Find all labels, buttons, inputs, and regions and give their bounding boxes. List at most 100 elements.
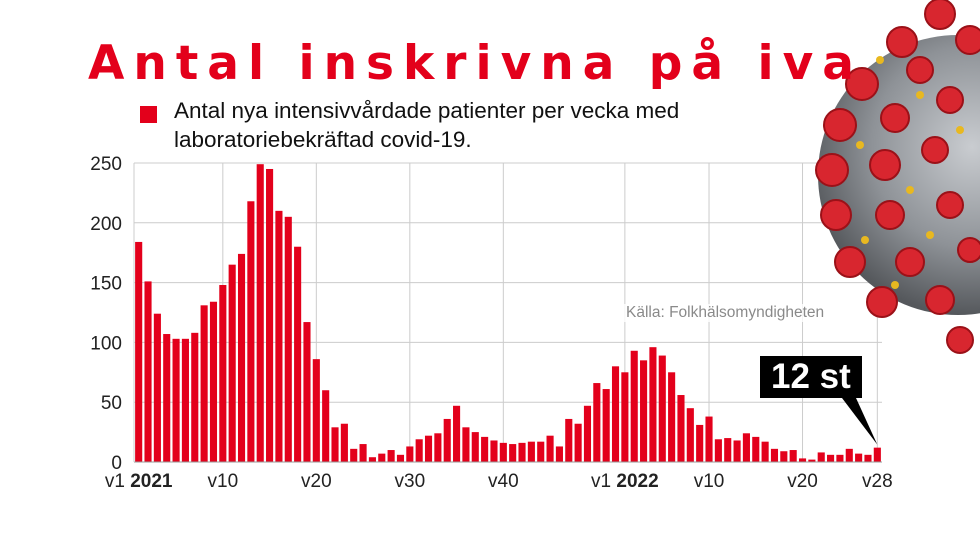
- bar: [583, 405, 592, 462]
- bar: [836, 454, 844, 462]
- bar: [462, 427, 470, 462]
- bar: [630, 350, 638, 462]
- bar: [537, 441, 545, 462]
- bar: [752, 436, 760, 462]
- legend-label: Antal nya intensivvårdade patienter per …: [174, 98, 680, 152]
- legend-swatch: [140, 106, 157, 123]
- bar: [742, 433, 750, 462]
- bar: [808, 459, 816, 462]
- bar: [640, 360, 648, 462]
- y-tick-label: 250: [90, 154, 122, 175]
- bar: [340, 423, 348, 462]
- x-tick-label: v28: [862, 471, 893, 492]
- bar: [181, 338, 189, 462]
- bar: [359, 444, 367, 462]
- bar: [312, 359, 320, 462]
- bar: [518, 442, 526, 462]
- callout-pointer: [842, 398, 878, 445]
- bar: [593, 383, 601, 462]
- bar: [331, 427, 339, 462]
- bar: [499, 442, 507, 462]
- bar: [817, 452, 825, 462]
- x-tick-label: v10: [208, 471, 239, 492]
- bar: [144, 281, 152, 462]
- y-tick-label: 50: [101, 393, 122, 414]
- bar: [415, 439, 423, 462]
- bar: [546, 435, 554, 462]
- y-tick-label: 100: [90, 333, 122, 354]
- bar: [378, 453, 386, 462]
- bar: [658, 355, 666, 462]
- bar: [555, 446, 563, 462]
- bar: [387, 450, 395, 462]
- bar: [434, 433, 442, 462]
- bar: [527, 441, 535, 462]
- bar: [453, 405, 461, 462]
- y-tick-label: 200: [90, 214, 122, 235]
- bar: [602, 389, 610, 462]
- virus-illustration: [815, 0, 980, 354]
- bar: [565, 418, 573, 462]
- x-tick-label: v10: [694, 471, 725, 492]
- bar: [424, 435, 433, 462]
- bar: [780, 451, 788, 462]
- bar: [677, 395, 685, 462]
- y-tick-label: 0: [111, 453, 122, 474]
- bar: [191, 332, 199, 462]
- bar: [611, 366, 620, 462]
- bar: [266, 168, 274, 463]
- bar: [873, 447, 881, 462]
- bar: [761, 441, 769, 462]
- chart-title: Antal inskrivna på iva: [88, 36, 863, 91]
- y-tick-label: 150: [90, 274, 122, 295]
- callout-label: 12 st: [760, 356, 862, 398]
- bar: [200, 305, 208, 462]
- bar: [481, 436, 489, 462]
- bar: [237, 253, 246, 462]
- bar: [864, 454, 872, 462]
- x-tick-label: v20: [301, 471, 332, 492]
- bar: [406, 446, 414, 462]
- bar: [714, 439, 722, 462]
- bar: [724, 438, 732, 462]
- bar: [209, 301, 218, 462]
- bar: [368, 457, 376, 462]
- bar: [247, 201, 255, 462]
- bar: [219, 284, 227, 462]
- bar: [705, 416, 713, 462]
- bar: [350, 448, 358, 462]
- bar: [733, 440, 741, 462]
- bar: [303, 322, 311, 462]
- bar: [621, 372, 629, 462]
- bar: [294, 246, 302, 462]
- bar: [855, 453, 863, 462]
- bar: [322, 390, 330, 462]
- bar: [490, 440, 498, 462]
- bar: [471, 432, 479, 462]
- x-tick-label: v1 2022: [591, 471, 659, 492]
- bar: [443, 418, 451, 462]
- x-tick-label: v40: [488, 471, 519, 492]
- bar: [845, 448, 853, 462]
- bar: [135, 241, 143, 462]
- bar: [153, 313, 161, 462]
- x-tick-label: v30: [395, 471, 426, 492]
- bar: [256, 164, 264, 463]
- bar: [686, 408, 694, 462]
- bar: [163, 334, 171, 462]
- bar: [789, 450, 797, 462]
- bar: [827, 454, 835, 462]
- bar: [275, 210, 283, 462]
- bar: [798, 458, 807, 462]
- source-label: Källa: Folkhälsomyndigheten: [624, 304, 827, 322]
- bar: [396, 454, 405, 462]
- bar: [770, 448, 779, 462]
- bar: [228, 264, 236, 462]
- x-tick-label: v20: [787, 471, 818, 492]
- bar: [172, 338, 180, 462]
- bar: [696, 424, 704, 462]
- bar: [649, 347, 657, 462]
- bar: [284, 216, 292, 462]
- bar: [668, 372, 676, 462]
- bar: [574, 423, 582, 462]
